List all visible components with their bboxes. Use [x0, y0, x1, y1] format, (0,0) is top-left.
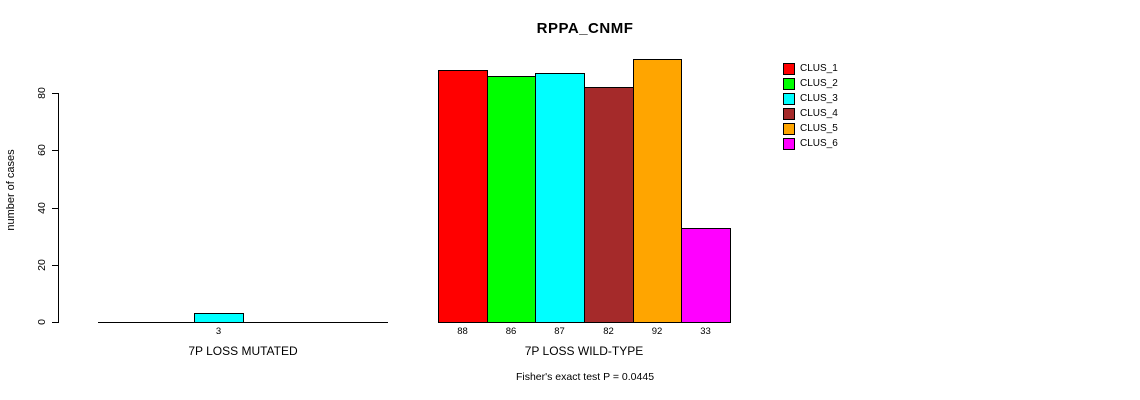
chart-title: RPPA_CNMF	[536, 20, 634, 37]
bar-value-label: 88	[457, 326, 468, 337]
legend-label: CLUS_4	[800, 108, 838, 119]
legend-swatch-CLUS_2	[783, 78, 795, 90]
y-axis-line	[58, 93, 59, 323]
legend-label: CLUS_6	[800, 138, 838, 149]
category-label: 7P LOSS WILD-TYPE	[524, 344, 644, 358]
legend-swatch-CLUS_4	[783, 108, 795, 120]
y-tick	[52, 322, 58, 323]
y-tick	[52, 265, 58, 266]
y-tick-label: 60	[36, 144, 48, 156]
legend-label: CLUS_2	[800, 78, 838, 89]
legend-label: CLUS_1	[800, 63, 838, 74]
bar-CLUS_3	[535, 73, 585, 323]
y-tick	[52, 208, 58, 209]
y-tick-label: 0	[36, 319, 48, 325]
y-tick	[52, 93, 58, 94]
y-axis-label: number of cases	[5, 149, 17, 231]
y-tick-label: 80	[36, 87, 48, 99]
bar-value-label: 87	[554, 326, 565, 337]
bar-CLUS_3	[194, 313, 244, 323]
bar-value-label: 3	[215, 326, 222, 337]
legend-swatch-CLUS_5	[783, 123, 795, 135]
legend-swatch-CLUS_3	[783, 93, 795, 105]
fisher-test-note: Fisher's exact test P = 0.0445	[515, 371, 655, 383]
bar-value-label: 92	[651, 326, 663, 337]
bar-CLUS_4	[584, 87, 634, 323]
bar-CLUS_2	[487, 76, 536, 323]
y-tick	[52, 150, 58, 151]
legend-swatch-CLUS_1	[783, 63, 795, 75]
bar-value-label: 33	[700, 326, 711, 337]
bar-CLUS_5	[633, 59, 682, 323]
bar-value-label: 82	[603, 326, 614, 337]
bar-CLUS_6	[681, 228, 731, 323]
legend-label: CLUS_3	[800, 93, 838, 104]
bar-value-label: 86	[505, 326, 517, 337]
y-tick-label: 40	[36, 202, 48, 214]
legend-swatch-CLUS_6	[783, 138, 795, 150]
category-label: 7P LOSS MUTATED	[188, 344, 298, 358]
legend-label: CLUS_5	[800, 123, 838, 134]
bar-CLUS_1	[438, 70, 488, 323]
y-tick-label: 20	[36, 259, 48, 271]
